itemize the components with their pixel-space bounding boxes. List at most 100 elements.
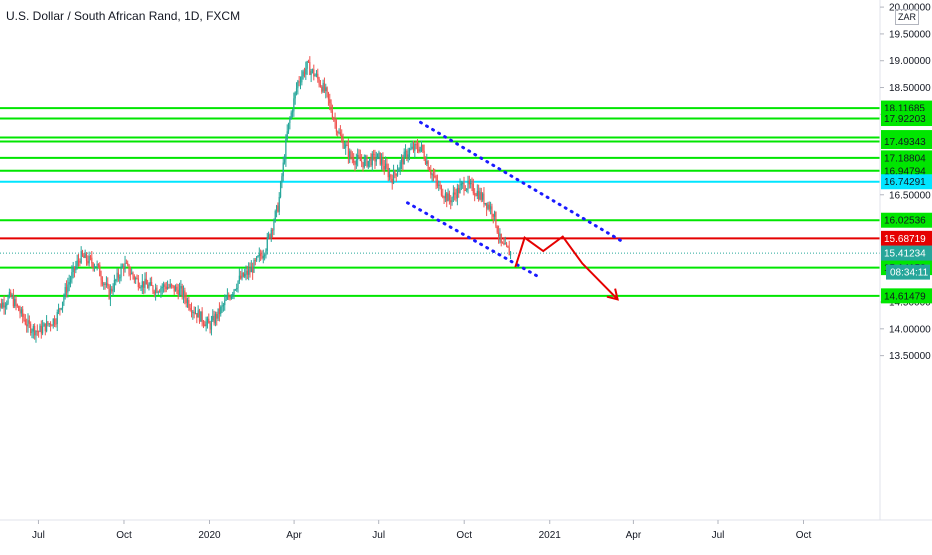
candle xyxy=(459,178,461,194)
candle xyxy=(346,141,348,147)
candle xyxy=(271,228,274,238)
candle xyxy=(225,294,227,301)
candle-body xyxy=(299,82,302,84)
candle xyxy=(310,68,312,83)
candle-body xyxy=(337,131,339,133)
candle-body xyxy=(262,255,264,259)
candle-body xyxy=(158,291,161,293)
candle-body xyxy=(442,195,444,198)
candle-body xyxy=(129,273,131,275)
candle-body xyxy=(297,81,299,89)
candle-body xyxy=(426,161,428,164)
candle xyxy=(83,253,85,259)
candle xyxy=(323,77,326,94)
candle-body xyxy=(345,144,347,148)
candle xyxy=(4,302,6,315)
candle xyxy=(367,160,369,170)
candle-body xyxy=(370,158,372,166)
candle xyxy=(14,295,16,309)
candle-body xyxy=(379,152,381,165)
candle xyxy=(228,292,230,301)
candle-body xyxy=(242,272,244,277)
candle xyxy=(505,241,508,248)
candle-body xyxy=(264,255,266,257)
candle xyxy=(396,164,399,177)
candle-body xyxy=(359,156,361,162)
candle xyxy=(55,318,57,328)
candle xyxy=(20,306,22,317)
candle xyxy=(343,142,345,149)
candle-body xyxy=(378,152,380,154)
candle-body xyxy=(0,303,1,308)
last-price-bg xyxy=(881,245,932,261)
candle xyxy=(238,268,240,284)
candle-body xyxy=(281,176,283,183)
candle-body xyxy=(419,146,421,152)
candle-body xyxy=(140,287,142,289)
candle-body xyxy=(366,156,368,167)
candle xyxy=(161,283,163,295)
candle xyxy=(337,130,339,137)
candle-body xyxy=(104,283,106,285)
candle-body xyxy=(201,311,203,322)
candle xyxy=(252,262,254,280)
y-tick-label: 19.50000 xyxy=(889,29,931,40)
currency-badge[interactable]: ZAR xyxy=(895,9,919,25)
candle-body xyxy=(391,178,393,184)
candle-body xyxy=(265,250,267,256)
candle-body xyxy=(357,154,359,160)
candle-body xyxy=(341,135,343,139)
candle-body xyxy=(253,260,255,273)
candle-body xyxy=(125,262,127,264)
candle xyxy=(289,116,291,130)
candle-body xyxy=(424,158,427,164)
candle-body xyxy=(73,266,76,271)
candle-body xyxy=(81,251,84,256)
candle xyxy=(507,245,509,248)
candle xyxy=(249,262,251,278)
candle-body xyxy=(229,297,231,299)
candle-body xyxy=(160,287,162,292)
candle-body xyxy=(139,287,141,289)
candle xyxy=(307,59,310,64)
candle xyxy=(305,61,307,80)
candle-body xyxy=(500,233,502,243)
candle-body xyxy=(325,87,327,91)
candle xyxy=(508,240,510,256)
candle xyxy=(319,79,322,88)
candle xyxy=(286,124,288,141)
candle xyxy=(297,79,299,95)
candle xyxy=(317,68,319,83)
candle xyxy=(379,152,381,166)
candle xyxy=(482,192,484,202)
candle xyxy=(400,154,403,170)
candle xyxy=(402,154,404,172)
candle xyxy=(200,311,202,322)
candle-body xyxy=(448,193,450,201)
candle xyxy=(69,275,72,288)
candle-body xyxy=(505,243,508,246)
candle xyxy=(407,147,409,163)
candle xyxy=(111,286,113,294)
candle-body xyxy=(64,287,66,297)
candle xyxy=(315,70,318,78)
candle-body xyxy=(398,168,400,172)
candle xyxy=(166,280,169,290)
candle-body xyxy=(51,325,53,327)
candle xyxy=(490,201,492,215)
candle-body xyxy=(246,270,248,275)
candle-body xyxy=(221,305,223,307)
candle-body xyxy=(143,281,145,288)
level-price-label: 14.61479 xyxy=(884,291,926,302)
candle xyxy=(188,296,190,311)
candle xyxy=(384,156,387,170)
candle-body xyxy=(430,171,432,175)
candle-body xyxy=(338,132,340,134)
candle-body xyxy=(423,150,425,159)
candle xyxy=(101,276,104,287)
candle xyxy=(189,303,191,312)
candle xyxy=(250,260,252,273)
candle-body xyxy=(107,283,109,286)
